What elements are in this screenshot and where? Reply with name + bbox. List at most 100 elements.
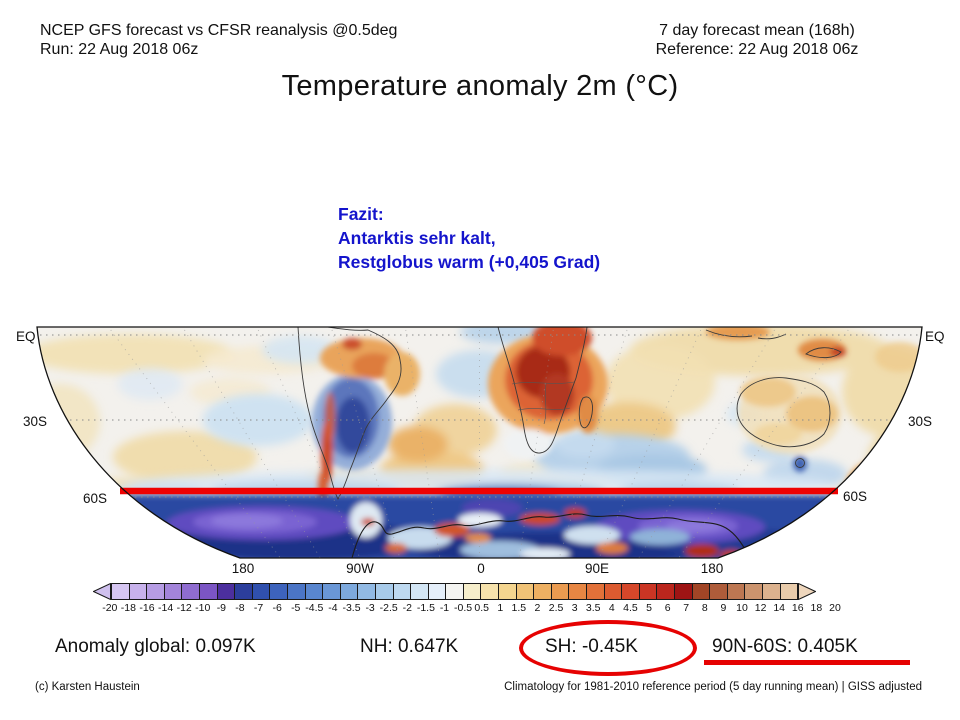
- colorbar-tick-label: 2: [534, 602, 541, 614]
- colorbar-cell: [515, 583, 535, 600]
- colorbar-tick-label: -1: [439, 602, 450, 614]
- colorbar-tick-label: 3.5: [585, 602, 601, 614]
- colorbar-labels: -20 -18 -16 -14 -12 -10 -9 -8 -7 -6 -5 -4.5 -4 -3.5 -3…: [101, 602, 845, 614]
- colorbar-tick-label: 1: [497, 602, 504, 614]
- stat-90n-60s: 90N-60S: 0.405K: [712, 636, 858, 657]
- colorbar-cell: [198, 583, 218, 600]
- map-anomaly-field: [37, 327, 922, 558]
- reference-info: Reference: 22 Aug 2018 06z: [655, 41, 859, 58]
- colorbar-cell: [427, 583, 447, 600]
- colorbar-cell: [304, 583, 324, 600]
- colorbar-cell: [146, 583, 165, 600]
- note-line3: Restglobus warm (+0,405 Grad): [338, 252, 601, 272]
- colorbar-tick-label: -9: [216, 602, 227, 614]
- colorbar-tick-label: -5: [291, 602, 301, 614]
- map-border: [36, 326, 923, 559]
- colorbar-tick-label: 20: [829, 602, 841, 614]
- colorbar-cell: [779, 583, 799, 600]
- colorbar-cell: [621, 583, 640, 600]
- colorbar-tick-label: 3: [571, 602, 578, 614]
- stat-nh: NH: 0.647K: [360, 636, 459, 657]
- 90n-60s-highlight-underline: [704, 660, 910, 665]
- colorbar-cell: [462, 583, 482, 600]
- colorbar-tick-label: -16: [139, 602, 155, 614]
- colorbar-cell: [392, 583, 412, 600]
- colorbar-tick-label: -4.5: [305, 602, 324, 614]
- colorbar-tick-label: 7: [683, 602, 690, 614]
- colorbar-tick-label: -2: [402, 602, 412, 614]
- colorbar-cell: [181, 583, 200, 600]
- colorbar-tick-label: 12: [754, 602, 767, 614]
- colorbar-tick-label: 0.5: [474, 602, 489, 614]
- colorbar-tick-label: -14: [157, 602, 174, 614]
- colorbar-tick-label: -8: [235, 602, 245, 614]
- run-info: Run: 22 Aug 2018 06z: [40, 41, 199, 58]
- colorbar-cell: [568, 583, 588, 600]
- colorbar-cell: [410, 583, 429, 600]
- colorbar-cell: [251, 583, 271, 600]
- colorbar-cell: [286, 583, 306, 600]
- header-left: NCEP GFS forecast vs CFSR reanalysis @0.…: [40, 21, 397, 59]
- colorbar-cells: [111, 583, 799, 600]
- colorbar-tick-label: 5: [646, 602, 652, 614]
- lon-label-0: 0: [477, 561, 485, 576]
- colorbar-cell: [269, 583, 288, 600]
- colorbar-cell: [128, 583, 148, 600]
- colorbar-cell: [656, 583, 675, 600]
- colorbar-tick-label: -6: [272, 602, 282, 614]
- lat-label-60s-left: 60S: [83, 491, 107, 506]
- colorbar-cell: [761, 583, 781, 600]
- colorbar-tick-label: 2.5: [548, 602, 564, 614]
- colorbar-tick-label: -10: [195, 602, 211, 614]
- lon-label-90e: 90E: [585, 561, 609, 576]
- colorbar-tick-label: -3: [365, 602, 375, 614]
- sh-highlight-circle: [519, 620, 697, 676]
- colorbar-cell: [603, 583, 623, 600]
- model-info: NCEP GFS forecast vs CFSR reanalysis @0.…: [40, 22, 398, 39]
- colorbar-tick-label: -7: [253, 602, 264, 614]
- colorbar-right-arrow: [798, 583, 817, 600]
- page-title: Temperature anomaly 2m (°C): [281, 70, 679, 102]
- lat-label-eq-left: EQ: [16, 329, 36, 344]
- lon-label-90w: 90W: [346, 561, 374, 576]
- colorbar-tick-label: -18: [120, 602, 136, 614]
- header-right: 7 day forecast mean (168h) Reference: 22 …: [622, 21, 892, 59]
- colorbar-tick-label: 9: [720, 602, 727, 614]
- colorbar: [93, 583, 817, 600]
- colorbar-cell: [374, 583, 394, 600]
- colorbar-cell: [744, 583, 763, 600]
- colorbar-cell: [586, 583, 605, 600]
- colorbar-cell: [674, 583, 693, 600]
- lat-label-30s-right: 30S: [908, 414, 932, 429]
- colorbar-cell: [709, 583, 728, 600]
- anomaly-map-svg: EQ EQ 30S 30S 60S 60S 180 90W 0 90E 180: [16, 326, 945, 576]
- lon-label-180w: 180: [232, 561, 255, 576]
- colorbar-cell: [234, 583, 253, 600]
- colorbar-tick-label: 6: [664, 602, 671, 614]
- lat-label-60s-right: 60S: [843, 489, 867, 504]
- colorbar-tick-label: -4: [328, 602, 338, 614]
- credit-text: (c) Karsten Haustein: [35, 681, 140, 693]
- colorbar-cell: [339, 583, 359, 600]
- colorbar-cell: [480, 583, 500, 600]
- colorbar-cell: [322, 583, 341, 600]
- colorbar-tick-label: -1.5: [416, 602, 435, 614]
- lon-label-180e: 180: [701, 561, 724, 576]
- climatology-text: Climatology for 1981-2010 reference peri…: [504, 681, 922, 693]
- colorbar-tick-label: 1.5: [511, 602, 527, 614]
- colorbar-tick-label: 16: [791, 602, 804, 614]
- forecast-info: 7 day forecast mean (168h): [659, 22, 855, 39]
- colorbar-cell: [498, 583, 517, 600]
- map-gridlines: [40, 329, 920, 558]
- colorbar-cell: [357, 583, 376, 600]
- colorbar-cell: [691, 583, 711, 600]
- annotation-note: Fazit: Antarktis sehr kalt, Restglobus war…: [338, 202, 600, 274]
- anomaly-map: EQ EQ 30S 30S 60S 60S 180 90W 0 90E 180: [0, 322, 960, 580]
- colorbar-cell: [638, 583, 658, 600]
- colorbar-tick-label: -0.5: [454, 602, 473, 614]
- lat-label-eq-right: EQ: [925, 329, 945, 344]
- colorbar-tick-label: -3.5: [342, 602, 361, 614]
- colorbar-left-arrow: [93, 583, 111, 600]
- colorbar-cell: [163, 583, 183, 600]
